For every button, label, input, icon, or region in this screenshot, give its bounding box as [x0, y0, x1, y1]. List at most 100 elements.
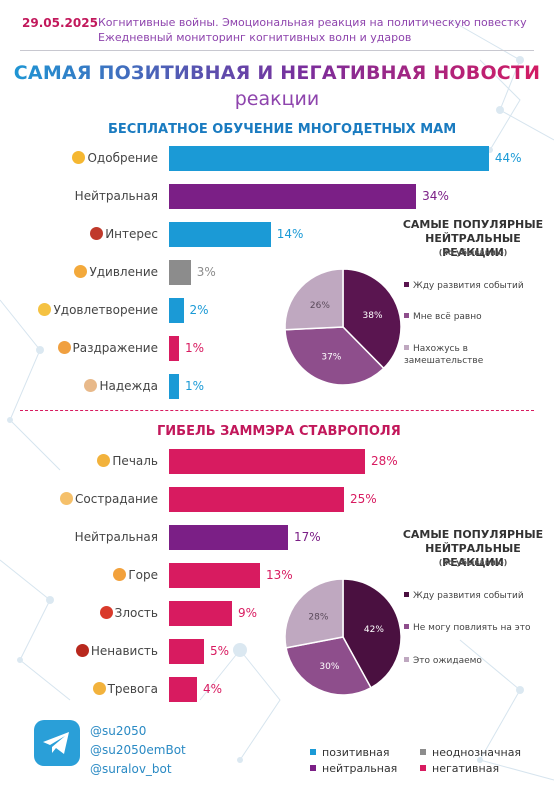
chart1-bar	[169, 222, 271, 247]
legend-ambiguous: неоднозначная	[420, 746, 521, 759]
pie1-legend-item: Жду развития событий	[404, 280, 534, 292]
pie1-title-line1: САМЫЕ ПОПУЛЯРНЫЕ	[402, 218, 544, 231]
pie2-slice-label: 28%	[308, 613, 328, 623]
pie1-slice-label: 37%	[321, 353, 341, 363]
chart1-category-label: Нейтральная	[20, 189, 158, 203]
pie1-subtitle: (по убыванию)	[438, 248, 508, 257]
chart2-bar-value: 5%	[210, 644, 230, 658]
pie1-title: САМЫЕ ПОПУЛЯРНЫЕ НЕЙТРАЛЬНЫЕ РЕАКЦИИ	[398, 218, 548, 260]
legend-neutral-label: нейтральная	[322, 762, 398, 775]
main-title-sub: реакции	[234, 88, 320, 110]
section-title-positive-news: БЕСПЛАТНОЕ ОБУЧЕНИЕ МНОГОДЕТНЫХ МАМ	[108, 122, 457, 137]
report-subtitle-line1: Когнитивные войны. Эмоциональная реакция…	[98, 16, 527, 29]
pie2-legend-swatch	[404, 657, 409, 662]
chart2-bar	[169, 449, 365, 474]
pie1-title-line2: НЕЙТРАЛЬНЫЕ РЕАКЦИИ	[425, 232, 521, 259]
section-divider	[20, 410, 534, 411]
contact-link-1[interactable]: @su2050	[90, 724, 147, 738]
pie2-title-line2: НЕЙТРАЛЬНЫЕ РЕАКЦИИ	[425, 542, 521, 569]
legend-neutral-swatch	[310, 765, 316, 771]
legend-positive: позитивная	[310, 746, 390, 759]
chart1-bar	[169, 374, 179, 399]
legend-neutral: нейтральная	[310, 762, 397, 775]
pie2-legend-item: Это ожидаемо	[404, 655, 534, 667]
chart2-category-label: Сострадание	[20, 492, 158, 506]
pie1-legend-label: Жду развития событий	[413, 281, 524, 291]
pie1-slice	[284, 268, 344, 331]
chart2-bar-value: 4%	[203, 682, 223, 696]
pie2-slice-label: 42%	[364, 625, 384, 635]
pie2-legend-label: Это ожидаемо	[413, 656, 482, 666]
pie1-legend-item: Мне всё равно	[404, 311, 534, 323]
contact-link-2[interactable]: @su2050emBot	[90, 743, 186, 757]
chart2-category-label: Горе	[20, 568, 158, 582]
heart-hands-emoji-icon	[72, 151, 86, 164]
chart1-category-label: Удивление	[20, 265, 158, 279]
pie1-slice	[284, 326, 385, 386]
telegram-icon[interactable]	[34, 720, 80, 766]
legend-positive-swatch	[310, 749, 316, 755]
chart1-category-text: Раздражение	[72, 341, 158, 355]
chart1-bar-value: 14%	[276, 227, 304, 241]
chart2-bar	[169, 601, 232, 626]
pie1-slice-label: 38%	[363, 311, 383, 321]
section-title-negative-news: ГИБЕЛЬ ЗАММЭРА СТАВРОПОЛЯ	[157, 424, 401, 439]
chart1-bar	[169, 336, 179, 361]
chart2-category-text: Горе	[128, 568, 158, 582]
chart2-bar-value: 13%	[266, 568, 293, 582]
chart2-category-label: Тревога	[20, 682, 158, 696]
pie1-legend-swatch	[404, 282, 409, 287]
chart2-bar-value: 17%	[294, 530, 321, 544]
chart1-category-text: Нейтральная	[74, 189, 158, 203]
pie2-legend-label: Жду развития событий	[413, 591, 524, 601]
face-emoji-icon	[90, 227, 104, 240]
report-subtitle-line2: Ежедневный мониторинг когнитивных волн и…	[98, 31, 412, 44]
pie1-legend-swatch	[404, 345, 409, 350]
pie2-slice	[342, 578, 402, 689]
pie2-slice	[284, 578, 344, 649]
chart2-bar-value: 9%	[238, 606, 258, 620]
chart1-bar-value: 3%	[196, 265, 216, 279]
angry-emoji-icon	[99, 606, 113, 619]
chart1-category-label: Надежда	[20, 379, 158, 393]
report-date: 29.05.2025	[22, 16, 98, 30]
chart1-bar-value: 1%	[185, 341, 205, 355]
chart2-bar-value: 25%	[350, 492, 377, 506]
chart2-bar	[169, 563, 260, 588]
legend-ambiguous-swatch	[420, 749, 426, 755]
chart1-category-label: Удовлетворение	[20, 303, 158, 317]
chart2-bar	[169, 487, 344, 512]
chart1-bar	[169, 146, 489, 171]
chart2-category-text: Сострадание	[75, 492, 158, 506]
chart1-bar-value: 1%	[185, 379, 205, 393]
sad-emoji-icon	[97, 454, 111, 467]
contact-link-3[interactable]: @suralov_bot	[90, 762, 172, 776]
legend-negative-swatch	[420, 765, 426, 771]
chart1-bar	[169, 184, 417, 209]
chart2-bar-value: 28%	[371, 454, 398, 468]
chart1-bar-value: 44%	[494, 151, 522, 165]
pie2-slice	[285, 636, 372, 696]
astonished-emoji-icon	[74, 265, 88, 278]
pie1-slice-label: 26%	[310, 301, 330, 311]
main-title: САМАЯ ПОЗИТИВНАЯ И НЕГАТИВНАЯ НОВОСТИ	[0, 62, 554, 84]
chart1-bar-value: 2%	[189, 303, 209, 317]
pie1-legend-label: Нахожусь в замешательстве	[404, 344, 484, 366]
chart2-category-text: Злость	[114, 606, 158, 620]
chart1-category-text: Удовлетворение	[53, 303, 158, 317]
pie1-legend-label: Мне всё равно	[413, 312, 482, 322]
chart2-category-text: Печаль	[112, 454, 158, 468]
chart2-bar	[169, 639, 204, 664]
chart1-category-text: Одобрение	[87, 151, 158, 165]
legend-negative-label: негативная	[432, 762, 500, 775]
praying-hands-emoji-icon	[84, 379, 98, 392]
report-subtitle: Когнитивные войны. Эмоциональная реакция…	[98, 15, 528, 45]
pie2-title: САМЫЕ ПОПУЛЯРНЫЕ НЕЙТРАЛЬНЫЕ РЕАКЦИИ	[398, 528, 548, 570]
chart2-category-text: Ненависть	[90, 644, 158, 658]
pie-chart-neutral-2: 42% 30% 28%	[284, 578, 402, 696]
pie2-legend-label: Не могу повлиять на это	[413, 623, 531, 633]
chart1-category-text: Удивление	[89, 265, 158, 279]
pie2-legend-item: Жду развития событий	[404, 590, 534, 602]
chart1-category-text: Интерес	[105, 227, 158, 241]
